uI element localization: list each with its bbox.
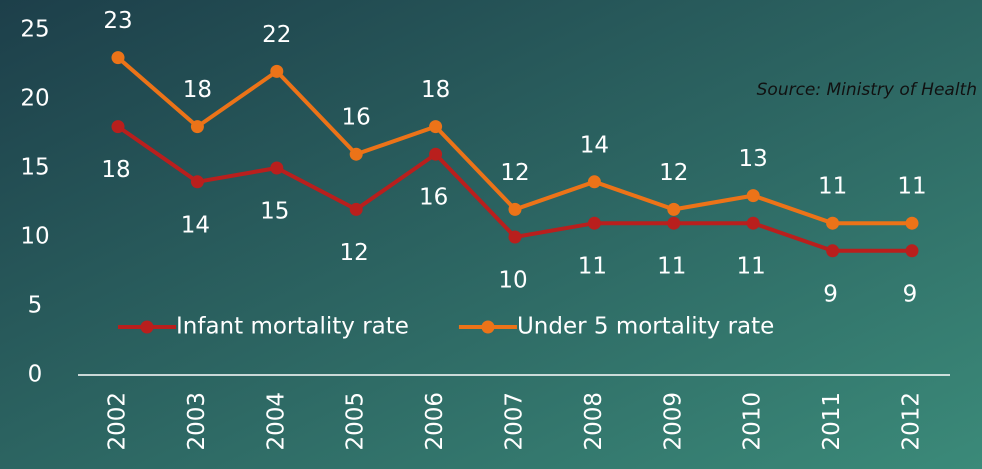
y-tick-label: 0 — [28, 362, 43, 388]
data-label: 11 — [657, 254, 686, 280]
point — [349, 147, 363, 161]
point — [905, 216, 919, 230]
data-label: 14 — [580, 132, 609, 158]
y-tick-label: 10 — [20, 224, 49, 250]
data-label: 9 — [823, 281, 838, 307]
data-label: 12 — [340, 240, 369, 266]
point — [826, 244, 840, 258]
point — [349, 202, 363, 216]
data-label: 18 — [183, 77, 212, 103]
point — [667, 202, 681, 216]
x-tick-label: 2004 — [263, 392, 289, 451]
x-tick-label: 2012 — [899, 392, 925, 451]
point — [746, 216, 760, 230]
x-tick-label: 2008 — [581, 392, 607, 451]
y-tick-label: 25 — [20, 17, 49, 43]
y-tick-label: 15 — [20, 155, 49, 181]
data-label: 22 — [262, 22, 291, 48]
x-tick-label: 2002 — [105, 392, 131, 451]
point — [111, 51, 125, 65]
x-tick-label: 2011 — [819, 392, 845, 451]
data-label: 12 — [659, 160, 688, 186]
point — [587, 175, 601, 189]
data-label: 14 — [181, 212, 210, 238]
point — [826, 216, 840, 230]
data-label: 16 — [419, 185, 448, 211]
data-label: 15 — [260, 199, 289, 225]
source-note: Source: Ministry of Health — [757, 80, 977, 100]
x-tick-label: 2005 — [343, 392, 369, 451]
data-label: 11 — [897, 174, 926, 200]
legend-label: Infant mortality rate — [176, 314, 409, 340]
point — [429, 147, 443, 161]
data-label: 11 — [578, 254, 607, 280]
data-label: 9 — [903, 281, 918, 307]
legend-label: Under 5 mortality rate — [517, 314, 774, 340]
point — [270, 161, 284, 175]
y-tick-label: 20 — [20, 86, 49, 112]
point — [587, 216, 601, 230]
x-tick-label: 2007 — [502, 392, 528, 451]
data-label: 11 — [818, 174, 847, 200]
x-tick-label: 2010 — [740, 392, 766, 451]
legend-marker — [481, 320, 495, 334]
point — [190, 175, 204, 189]
y-tick-label: 5 — [28, 293, 43, 319]
point — [508, 230, 522, 244]
point — [746, 189, 760, 203]
point — [667, 216, 681, 230]
point — [190, 120, 204, 134]
point — [508, 202, 522, 216]
data-label: 11 — [737, 254, 766, 280]
data-label: 16 — [342, 105, 371, 131]
point — [905, 244, 919, 258]
point — [111, 120, 125, 134]
data-label: 18 — [421, 77, 450, 103]
data-label: 13 — [739, 146, 768, 172]
data-label: 10 — [498, 268, 527, 294]
data-label: 23 — [103, 8, 132, 34]
point — [429, 120, 443, 134]
legend-marker — [140, 320, 154, 334]
x-tick-label: 2003 — [184, 392, 210, 451]
x-tick-label: 2006 — [422, 392, 448, 451]
data-label: 12 — [500, 160, 529, 186]
x-tick-label: 2009 — [660, 392, 686, 451]
data-label: 18 — [101, 157, 130, 183]
point — [270, 64, 284, 78]
